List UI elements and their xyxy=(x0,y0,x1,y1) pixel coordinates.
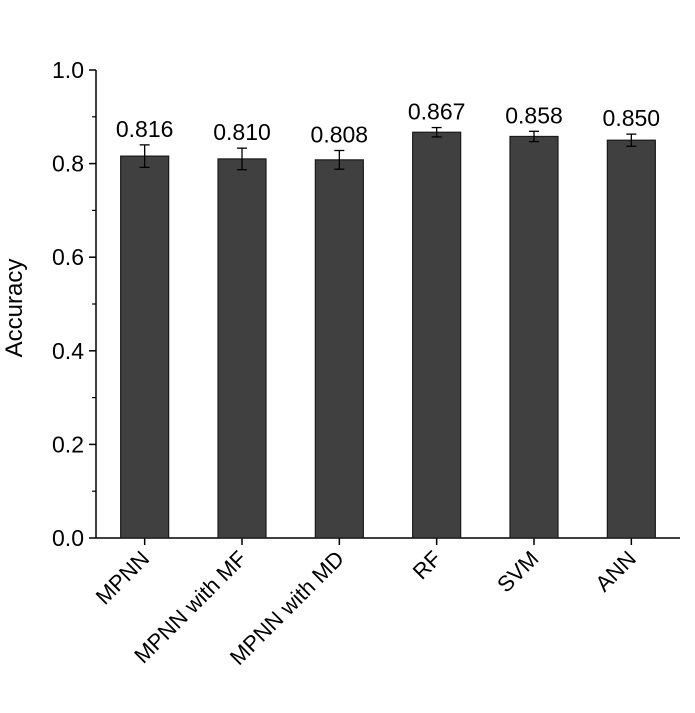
y-tick-label: 0.0 xyxy=(52,525,84,551)
data-label: 0.816 xyxy=(116,116,174,142)
data-label: 0.808 xyxy=(311,121,369,147)
bars-group xyxy=(120,126,656,539)
data-label: 0.850 xyxy=(603,105,661,131)
y-tick-label: 0.2 xyxy=(52,431,84,457)
y-axis-title: Accuracy xyxy=(1,259,28,358)
bar xyxy=(314,159,364,539)
category-label: SVM xyxy=(492,546,543,597)
y-tick-label: 0.6 xyxy=(52,244,84,270)
data-label: 0.810 xyxy=(213,119,271,145)
y-tick-label: 0.8 xyxy=(52,151,84,177)
axes xyxy=(89,69,680,545)
data-label: 0.858 xyxy=(505,102,563,128)
category-label: ANN xyxy=(590,546,641,597)
bar xyxy=(509,135,559,539)
category-label: RF xyxy=(408,546,446,584)
y-tick-label: 1.0 xyxy=(52,57,84,83)
bar xyxy=(120,155,170,539)
data-label: 0.867 xyxy=(408,99,466,125)
category-label: MPNN xyxy=(91,546,154,609)
y-tick-label: 0.4 xyxy=(52,338,84,364)
bar xyxy=(606,139,656,539)
bar xyxy=(412,131,462,539)
bar xyxy=(217,158,267,539)
